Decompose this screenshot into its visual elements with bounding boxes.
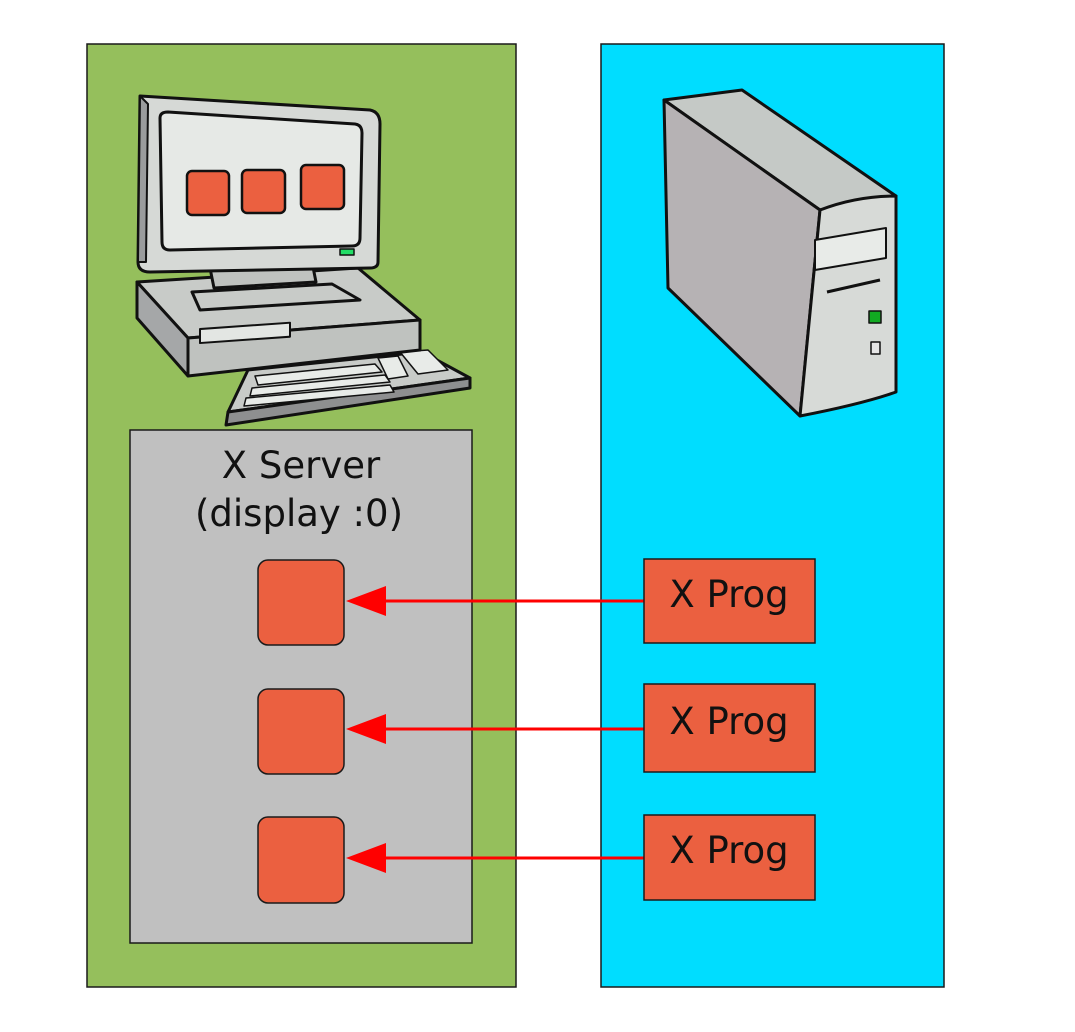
x-prog-box-2: X Prog	[643, 683, 816, 773]
tower-server-icon	[662, 88, 898, 418]
x-prog-label-1: X Prog	[669, 573, 788, 616]
server-window-3	[257, 816, 345, 904]
connection-arrow-3	[346, 843, 644, 873]
x-prog-label-3: X Prog	[669, 829, 788, 872]
x-prog-box-1: X Prog	[643, 558, 816, 644]
server-window-1	[257, 559, 345, 646]
connection-arrow-1	[346, 586, 644, 616]
x-prog-label-2: X Prog	[669, 700, 788, 743]
connection-arrow-2	[346, 714, 644, 744]
x-server-title: X Server	[222, 444, 381, 487]
x-prog-box-3: X Prog	[643, 814, 816, 901]
server-window-2	[257, 688, 345, 775]
x-server-subtitle: (display :0)	[195, 492, 403, 535]
desktop-computer-icon	[135, 94, 472, 427]
